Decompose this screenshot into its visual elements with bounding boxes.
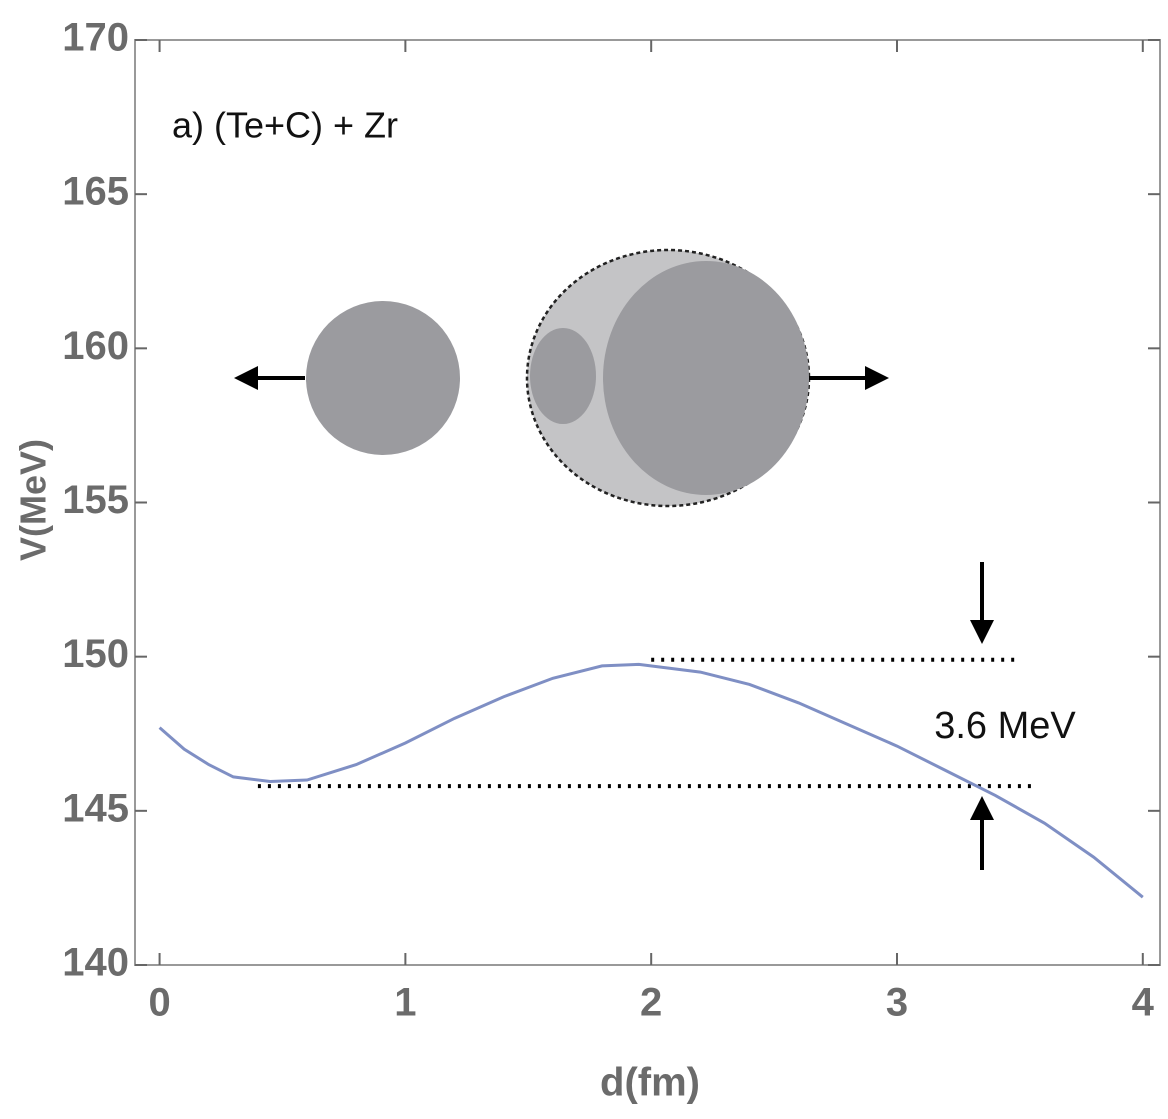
y-tick-label: 160 — [62, 324, 129, 368]
illustration — [234, 248, 994, 870]
y-tick-label: 140 — [62, 941, 129, 985]
x-tick-label: 0 — [148, 981, 170, 1025]
annotation: 3.6 MeV — [934, 705, 1076, 747]
x-axis-label: d(fm) — [600, 1061, 700, 1105]
x-tick-label: 1 — [394, 981, 416, 1025]
y-axis-label: V(MeV) — [13, 439, 54, 561]
x-tick-label: 4 — [1132, 981, 1155, 1025]
y-tick-label: 155 — [62, 478, 129, 522]
y-tick-label: 150 — [62, 632, 129, 676]
y-tick-label: 145 — [62, 786, 129, 830]
y-tick-label: 170 — [62, 16, 129, 60]
chart-title: a) (Te+C) + Zr — [172, 105, 398, 146]
data-line — [158, 662, 1144, 899]
y-tick-label: 165 — [62, 170, 129, 214]
x-tick-label: 3 — [886, 981, 908, 1025]
x-tick-label: 2 — [640, 981, 662, 1025]
